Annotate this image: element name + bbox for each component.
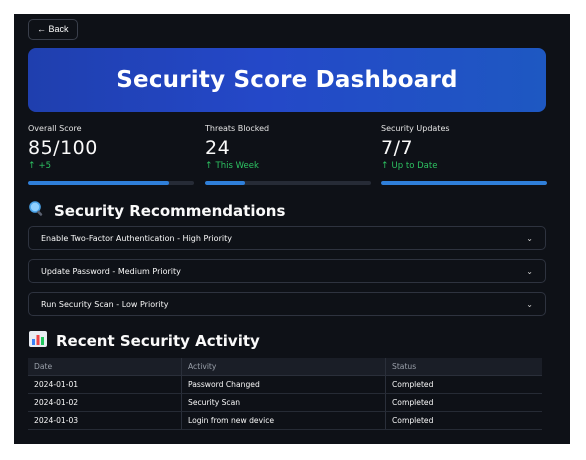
chevron-down-icon: ⌄ [526, 233, 533, 243]
metric-label: Security Updates [381, 124, 450, 133]
back-button[interactable]: ← Back [28, 19, 78, 40]
metric-delta: ↑ +5 [28, 161, 194, 171]
table-row: 2024-01-03 Login from new device Complet… [28, 412, 542, 430]
metric-delta: ↑ Up to Date [381, 161, 547, 171]
metric-label: Threats Blocked [205, 124, 270, 133]
metric-threats-blocked: Threats Blocked 24 ↑ This Week [205, 124, 371, 171]
table-header: Date Activity Status [28, 358, 542, 376]
activity-heading: Recent Security Activity [28, 330, 260, 352]
progress-bar-threats-blocked [205, 181, 371, 185]
metric-security-updates: Security Updates 7/7 ↑ Up to Date [381, 124, 547, 171]
cell-activity: Login from new device [182, 412, 386, 429]
recommendation-item[interactable]: Enable Two-Factor Authentication - High … [28, 226, 546, 250]
cell-date: 2024-01-01 [28, 376, 182, 393]
bar-chart-icon [28, 330, 48, 352]
progress-fill [381, 181, 547, 185]
cell-activity: Security Scan [182, 394, 386, 411]
arrow-up-icon: ↑ [28, 161, 36, 171]
chevron-down-icon: ⌄ [526, 266, 533, 276]
cell-status: Completed [392, 398, 434, 407]
cell-status: Completed [392, 416, 434, 425]
chevron-down-icon: ⌄ [526, 299, 533, 309]
cell-status: Completed [392, 380, 434, 389]
activity-table: Date Activity Status 2024-01-01 Password… [28, 358, 542, 430]
column-header-status[interactable]: Status [392, 362, 417, 371]
cell-activity: Password Changed [182, 376, 386, 393]
table-row: 2024-01-02 Security Scan Completed [28, 394, 542, 412]
column-header-activity[interactable]: Activity [182, 358, 386, 375]
progress-fill [205, 181, 245, 185]
section-title-text: Security Recommendations [54, 202, 286, 220]
metric-overall-score: Overall Score 85/100 ↑ +5 [28, 124, 194, 171]
metric-value: 85/100 [28, 137, 98, 159]
magnifier-icon [28, 200, 46, 222]
recommendation-label: Run Security Scan - Low Priority [41, 299, 169, 309]
page-title: Security Score Dashboard [116, 67, 458, 93]
progress-bar-security-updates [381, 181, 547, 185]
metric-delta-text: This Week [215, 161, 259, 171]
recommendation-label: Update Password - Medium Priority [41, 266, 181, 276]
column-header-date[interactable]: Date [28, 358, 182, 375]
metric-label: Overall Score [28, 124, 82, 133]
progress-bar-overall-score [28, 181, 194, 185]
cell-date: 2024-01-03 [28, 412, 182, 429]
app-container: ← Back Security Score Dashboard Overall … [14, 14, 570, 444]
progress-fill [28, 181, 170, 185]
table-row: 2024-01-01 Password Changed Completed [28, 376, 542, 394]
recommendations-heading: Security Recommendations [28, 200, 285, 222]
cell-date: 2024-01-02 [28, 394, 182, 411]
metric-value: 24 [205, 137, 231, 159]
metric-delta: ↑ This Week [205, 161, 371, 171]
recommendation-item[interactable]: Update Password - Medium Priority ⌄ [28, 259, 546, 283]
section-title-text: Recent Security Activity [56, 332, 260, 350]
recommendation-label: Enable Two-Factor Authentication - High … [41, 233, 232, 243]
metric-value: 7/7 [381, 137, 414, 159]
header-banner: Security Score Dashboard [28, 48, 546, 112]
metric-delta-text: +5 [38, 161, 52, 171]
recommendation-item[interactable]: Run Security Scan - Low Priority ⌄ [28, 292, 546, 316]
arrow-up-icon: ↑ [205, 161, 213, 171]
arrow-up-icon: ↑ [381, 161, 389, 171]
metric-delta-text: Up to Date [391, 161, 438, 171]
